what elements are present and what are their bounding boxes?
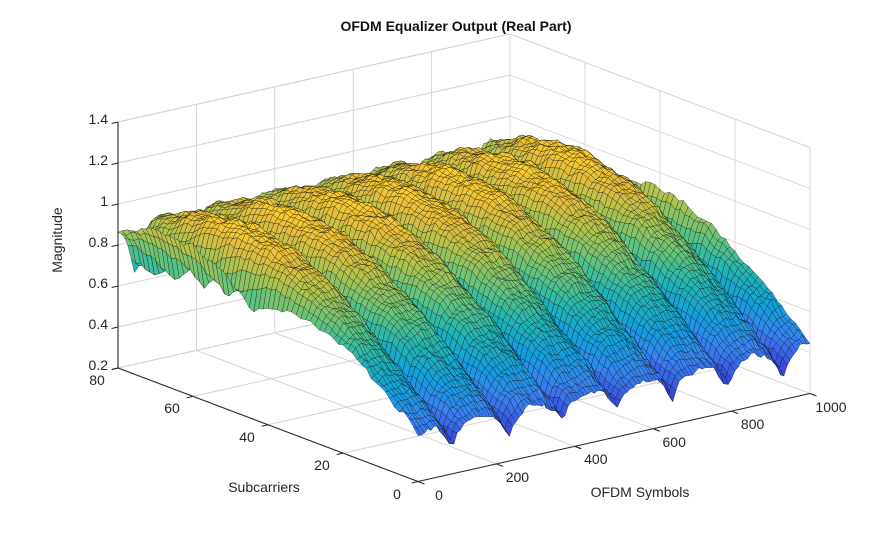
y-axis-tick-label: 0	[393, 485, 401, 502]
z-axis-tick-label: 0.6	[88, 275, 108, 291]
x-axis-tick-label: 600	[662, 433, 686, 450]
x-axis-tick-label: 1000	[815, 398, 847, 415]
z-axis-tick-label: 0.2	[88, 357, 108, 373]
y-axis-tick-label: 80	[89, 372, 105, 388]
y-axis-tick-label: 20	[314, 457, 330, 474]
x-axis-tick-label: 400	[584, 451, 608, 468]
z-axis-tick-label: 1	[100, 193, 108, 209]
z-axis-tick-label: 0.4	[88, 316, 108, 332]
z-axis-tick-label: 1.2	[88, 152, 108, 168]
x-axis-label: OFDM Symbols	[590, 484, 690, 500]
y-axis-label: Subcarriers	[228, 479, 300, 495]
x-axis-tick-label: 0	[435, 486, 443, 503]
z-axis-tick-label: 1.4	[88, 111, 108, 127]
z-axis-label: Magnitude	[49, 207, 65, 273]
x-axis-tick-label: 200	[505, 468, 530, 485]
z-axis-tick-label: 0.8	[88, 234, 108, 250]
y-axis-tick-label: 60	[164, 400, 180, 417]
x-axis-tick-label: 800	[740, 416, 765, 433]
plot-title: OFDM Equalizer Output (Real Part)	[340, 18, 572, 34]
y-axis-tick-label: 40	[239, 428, 255, 445]
